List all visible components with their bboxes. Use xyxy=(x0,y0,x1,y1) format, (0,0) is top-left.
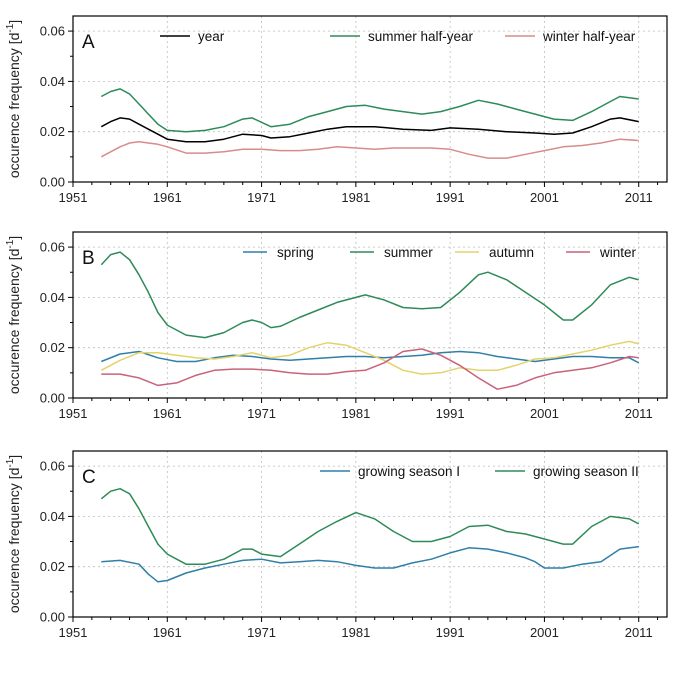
y-tick-label: 0.04 xyxy=(40,74,65,89)
y-tick-label: 0.00 xyxy=(40,391,65,406)
x-tick-label: 1971 xyxy=(247,190,276,205)
y-tick-label: 0.04 xyxy=(40,290,65,305)
legend-label: growing season II xyxy=(533,464,639,479)
x-tick-label: 1951 xyxy=(59,406,88,421)
x-tick-label: 2001 xyxy=(530,406,559,421)
x-tick-label: 1961 xyxy=(153,406,182,421)
x-tick-label: 1981 xyxy=(341,190,370,205)
x-tick-label: 1971 xyxy=(247,625,276,640)
legend-label: winter half-year xyxy=(542,29,636,44)
series-line-winter xyxy=(101,348,639,390)
y-tick-label: 0.06 xyxy=(40,459,65,474)
legend-label: growing season I xyxy=(358,464,460,479)
series-line-summer-half-year xyxy=(100,88,639,133)
panel-a: 1951 1961 1971 1981 1991 2001 2011 0.00 0.02 0.04… xyxy=(5,15,668,205)
legend-label: summer xyxy=(384,245,433,260)
y-tick-label: 0.00 xyxy=(40,610,65,625)
legend-label: autumn xyxy=(489,245,534,260)
y-axis-label: occurence frequency [d-1] xyxy=(5,455,22,613)
y-axis-label: occurence frequency [d-1] xyxy=(5,20,22,178)
series-line-year xyxy=(100,117,639,143)
y-axis-label: occurence frequency [d-1] xyxy=(5,236,22,394)
series-line-autumn xyxy=(100,340,639,375)
series-line-summer xyxy=(100,251,639,339)
y-tick-label: 0.02 xyxy=(40,340,65,355)
x-tick-label: 1961 xyxy=(153,190,182,205)
y-tick-label: 0.02 xyxy=(40,124,65,139)
series-line-growing-season-I xyxy=(101,545,639,583)
x-tick-label: 2001 xyxy=(530,190,559,205)
legend-label: summer half-year xyxy=(368,29,474,44)
y-tick-label: 0.06 xyxy=(40,240,65,255)
x-tick-label: 2011 xyxy=(625,190,653,205)
legend-label: year xyxy=(198,29,225,44)
series-line-growing-season-II xyxy=(100,487,640,565)
legend-label: winter xyxy=(599,245,637,260)
y-tick-label: 0.00 xyxy=(40,175,65,190)
plot-frame xyxy=(72,450,668,618)
x-tick-label: 2001 xyxy=(530,625,559,640)
x-tick-label: 1951 xyxy=(59,625,88,640)
x-tick-label: 1981 xyxy=(341,625,370,640)
x-tick-label: 2011 xyxy=(625,406,653,421)
panel-label: B xyxy=(82,248,95,269)
x-tick-label: 1991 xyxy=(436,406,465,421)
x-tick-label: 1991 xyxy=(436,625,465,640)
panel-label: A xyxy=(82,32,95,53)
panel-c: 1951 1961 1971 1981 1991 2001 2011 0.00 0.02 0.04… xyxy=(5,450,668,640)
x-tick-label: 1951 xyxy=(59,190,88,205)
x-tick-label: 1971 xyxy=(247,406,276,421)
panel-label: C xyxy=(82,467,96,488)
panel-b: 1951 1961 1971 1981 1991 2001 2011 0.00 0.02 0.04… xyxy=(5,231,668,421)
y-tick-label: 0.06 xyxy=(40,24,65,39)
y-tick-label: 0.02 xyxy=(40,559,65,574)
legend-label: spring xyxy=(277,245,314,260)
plot-frame xyxy=(72,231,668,399)
series-line-winter-half-year xyxy=(100,138,639,159)
y-tick-label: 0.04 xyxy=(40,509,65,524)
x-tick-label: 2011 xyxy=(625,625,653,640)
x-tick-label: 1991 xyxy=(436,190,465,205)
x-tick-label: 1981 xyxy=(341,406,370,421)
x-tick-label: 1961 xyxy=(153,625,182,640)
plot-frame xyxy=(72,15,668,183)
